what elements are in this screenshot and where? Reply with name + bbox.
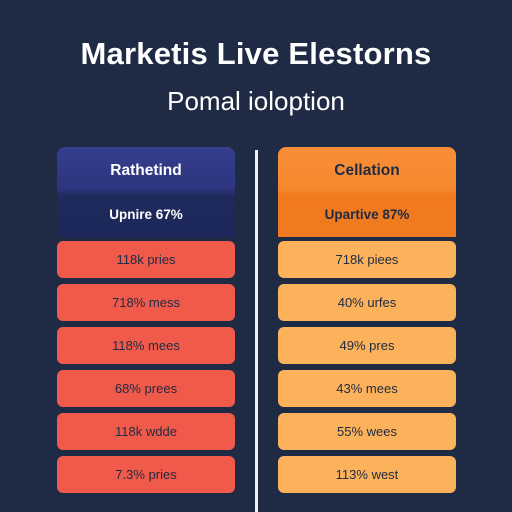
column-divider [255,150,258,512]
right-column: Cellation Upartive 87% 718k piees 40% ur… [278,147,456,499]
right-row-2: 40% urfes [278,284,456,321]
left-row-3: 118% mees [57,327,235,364]
page-subtitle: Pomal ioloption [167,86,345,116]
left-row-4: 68% prees [57,370,235,407]
right-column-headline: Upartive 87% [324,207,410,222]
right-row-1: 718k piees [278,241,456,278]
left-row-2: 718% mess [57,284,235,321]
right-row-3: 49% pres [278,327,456,364]
left-column-label: Rathetind [110,162,182,179]
left-row-5: 118k wdde [57,413,235,450]
right-row-4: 43% mees [278,370,456,407]
left-row-1: 118k pries [57,241,235,278]
right-row-5: 55% wees [278,413,456,450]
right-row-6: 113% west [278,456,456,493]
right-column-label: Cellation [334,162,400,179]
left-column-header: Rathetind Upnire 67% [57,147,235,237]
right-column-header: Cellation Upartive 87% [278,147,456,237]
left-row-6: 7.3% pries [57,456,235,493]
page-title: Marketis Live Elestorns [80,36,432,71]
left-column: Rathetind Upnire 67% 118k pries 718% mes… [57,147,235,499]
left-column-headline: Upnire 67% [109,207,183,222]
